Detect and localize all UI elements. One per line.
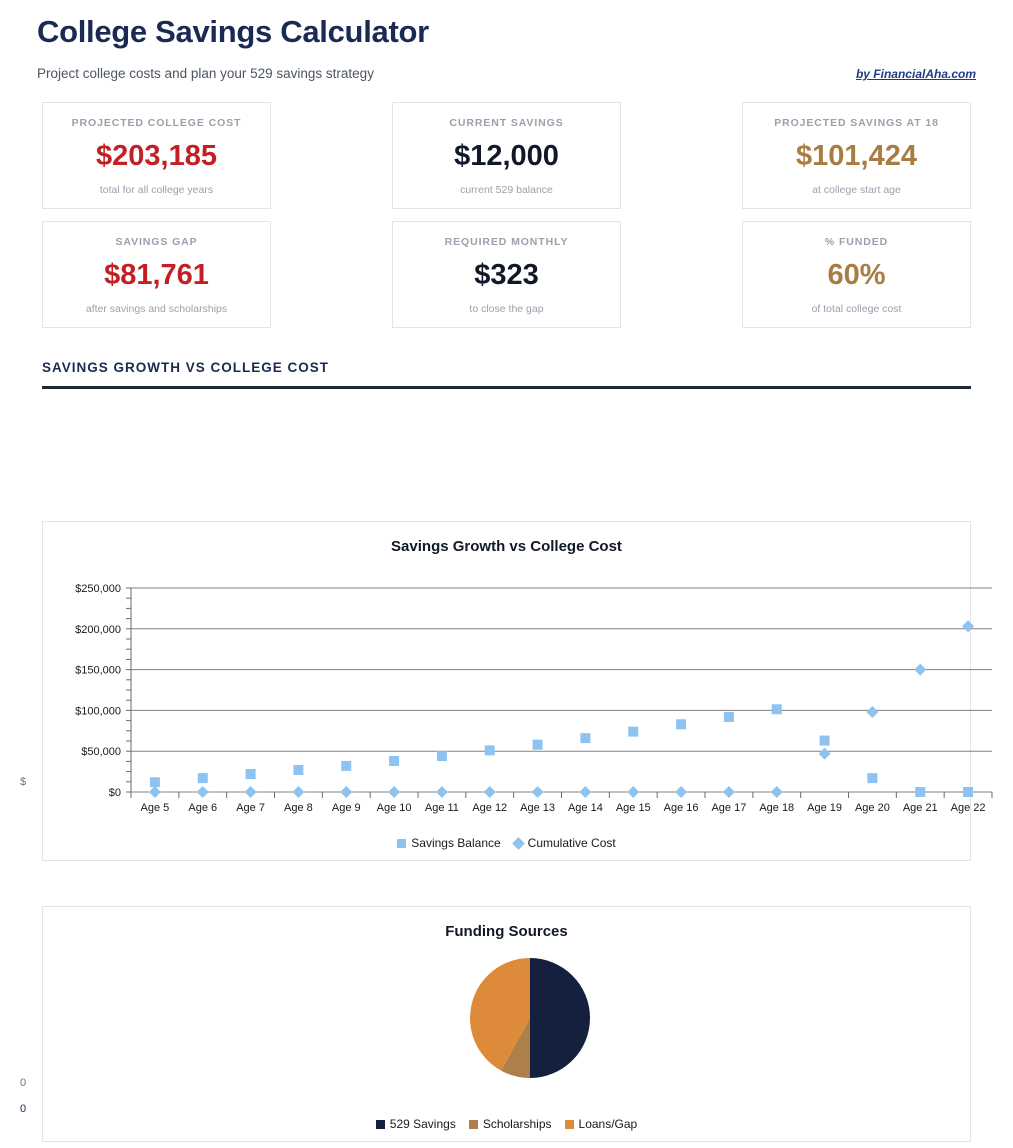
section-savings-growth: SAVINGS GROWTH VS COLLEGE COST [42, 360, 971, 389]
kpi-sublabel: at college start age [812, 184, 901, 196]
kpi-sublabel: after savings and scholarships [85, 303, 228, 315]
orange-swatch-icon [564, 1119, 574, 1129]
line-chart-title: Savings Growth vs College Cost [391, 538, 622, 555]
kpi-value: $12,000 [454, 140, 559, 172]
kpi-label: PROJECTED SAVINGS AT 18 [774, 117, 939, 129]
kpi-value: $323 [474, 259, 539, 291]
legend-item-529-savings[interactable]: 529 Savings [375, 1117, 456, 1131]
kpi-card: REQUIRED MONTHLY $323 to close the gap [392, 221, 621, 328]
page-root: College Savings Calculator Project colle… [0, 14, 1013, 1142]
legend-item-loans-gap[interactable]: Loans/Gap [564, 1117, 638, 1131]
legend-item-savings-balance[interactable]: Savings Balance [397, 836, 501, 850]
kpi-value: 60% [827, 259, 886, 291]
kpi-card: PROJECTED SAVINGS AT 18 $101,424 at colleg… [742, 102, 971, 209]
kpi-label: REQUIRED MONTHLY [444, 236, 569, 248]
svg-text:Age 5: Age 5 [141, 802, 170, 814]
kpi-value: $101,424 [796, 140, 917, 172]
kpi-value: $81,761 [104, 259, 209, 291]
svg-text:Age 6: Age 6 [188, 802, 217, 814]
line-chart-plot: $0 $50,000 $100,000 $150,000 $200,000 $250,00… [43, 555, 993, 850]
legend-label-loans-gap: Loans/Gap [578, 1117, 638, 1131]
diamond-marker-icon [511, 836, 525, 850]
svg-text:$150,000: $150,000 [75, 665, 121, 677]
svg-text:Age 19: Age 19 [807, 802, 842, 814]
svg-text:Age 20: Age 20 [855, 802, 890, 814]
navy-swatch-icon [375, 1119, 385, 1129]
svg-text:Age 15: Age 15 [616, 802, 651, 814]
svg-text:$250,000: $250,000 [75, 583, 121, 595]
kpi-card: % FUNDED 60% of total college cost [742, 221, 971, 328]
legend-label-scholarships: Scholarships [482, 1117, 552, 1131]
svg-text:Age 13: Age 13 [520, 802, 555, 814]
kpi-card: CURRENT SAVINGS $12,000 current 529 balanc… [392, 102, 621, 209]
svg-text:Age 11: Age 11 [425, 802, 459, 814]
clipped-text-c: 0 [20, 1103, 27, 1115]
line-chart-card: Savings Growth vs College Cost $0 $50,000… [42, 521, 993, 861]
pie-chart-title: Funding Sources [445, 923, 568, 940]
kpi-label: CURRENT SAVINGS [449, 117, 564, 129]
svg-text:$50,000: $50,000 [81, 746, 121, 758]
svg-text:Age 8: Age 8 [284, 802, 313, 814]
svg-text:Age 18: Age 18 [759, 802, 794, 814]
section-title: SAVINGS GROWTH VS COLLEGE COST [42, 360, 330, 375]
legend-label-savings-balance: Savings Balance [411, 836, 501, 850]
legend-item-cumulative-cost[interactable]: Cumulative Cost [511, 836, 616, 850]
svg-text:Age 14: Age 14 [568, 802, 603, 814]
svg-text:$0: $0 [109, 787, 121, 799]
svg-text:Age 22: Age 22 [951, 802, 986, 814]
subtitle-row: Project college costs and plan your 529 … [37, 66, 976, 81]
kpi-card: SAVINGS GAP $81,761 after savings and scho… [42, 221, 271, 328]
byline-link[interactable]: by FinancialAha.com [855, 67, 976, 81]
svg-text:Age 10: Age 10 [377, 802, 412, 814]
legend-label-cumulative-cost: Cumulative Cost [527, 836, 616, 850]
kpi-sublabel: total for all college years [99, 184, 214, 196]
pie-chart-card: Funding Sources 529 Savings Scholarships… [42, 906, 971, 1142]
kpi-label: PROJECTED COLLEGE COST [71, 117, 242, 129]
square-marker-icon [397, 838, 407, 848]
pie-chart-plot [43, 940, 970, 1100]
clipped-text-a: $ [20, 776, 27, 788]
svg-text:Age 16: Age 16 [664, 802, 699, 814]
page-title: College Savings Calculator [37, 14, 429, 49]
kpi-card: PROJECTED COLLEGE COST $203,185 total for … [42, 102, 271, 209]
kpi-sublabel: current 529 balance [460, 184, 553, 196]
svg-text:Age 12: Age 12 [472, 802, 507, 814]
kpi-label: % FUNDED [824, 236, 889, 248]
svg-text:$100,000: $100,000 [75, 705, 121, 717]
line-chart-legend: Savings Balance Cumulative Cost [43, 836, 970, 850]
svg-text:Age 9: Age 9 [332, 802, 361, 814]
page-subtitle: Project college costs and plan your 529 … [37, 66, 374, 81]
kpi-label: SAVINGS GAP [115, 236, 198, 248]
legend-label-529-savings: 529 Savings [389, 1117, 456, 1131]
legend-item-scholarships[interactable]: Scholarships [468, 1117, 552, 1131]
svg-text:Age 17: Age 17 [711, 802, 746, 814]
kpi-sublabel: to close the gap [469, 303, 544, 315]
clipped-text-b: 0 [20, 1077, 27, 1089]
svg-text:Age 21: Age 21 [903, 802, 938, 814]
kpi-grid: PROJECTED COLLEGE COST $203,185 total for … [42, 102, 971, 328]
pie-chart-legend: 529 Savings Scholarships Loans/Gap [43, 1117, 970, 1131]
section-divider [42, 386, 971, 389]
kpi-value: $203,185 [96, 140, 217, 172]
svg-text:$200,000: $200,000 [75, 624, 121, 636]
tan-swatch-icon [468, 1119, 478, 1129]
svg-text:Age 7: Age 7 [236, 802, 265, 814]
kpi-sublabel: of total college cost [811, 303, 902, 315]
